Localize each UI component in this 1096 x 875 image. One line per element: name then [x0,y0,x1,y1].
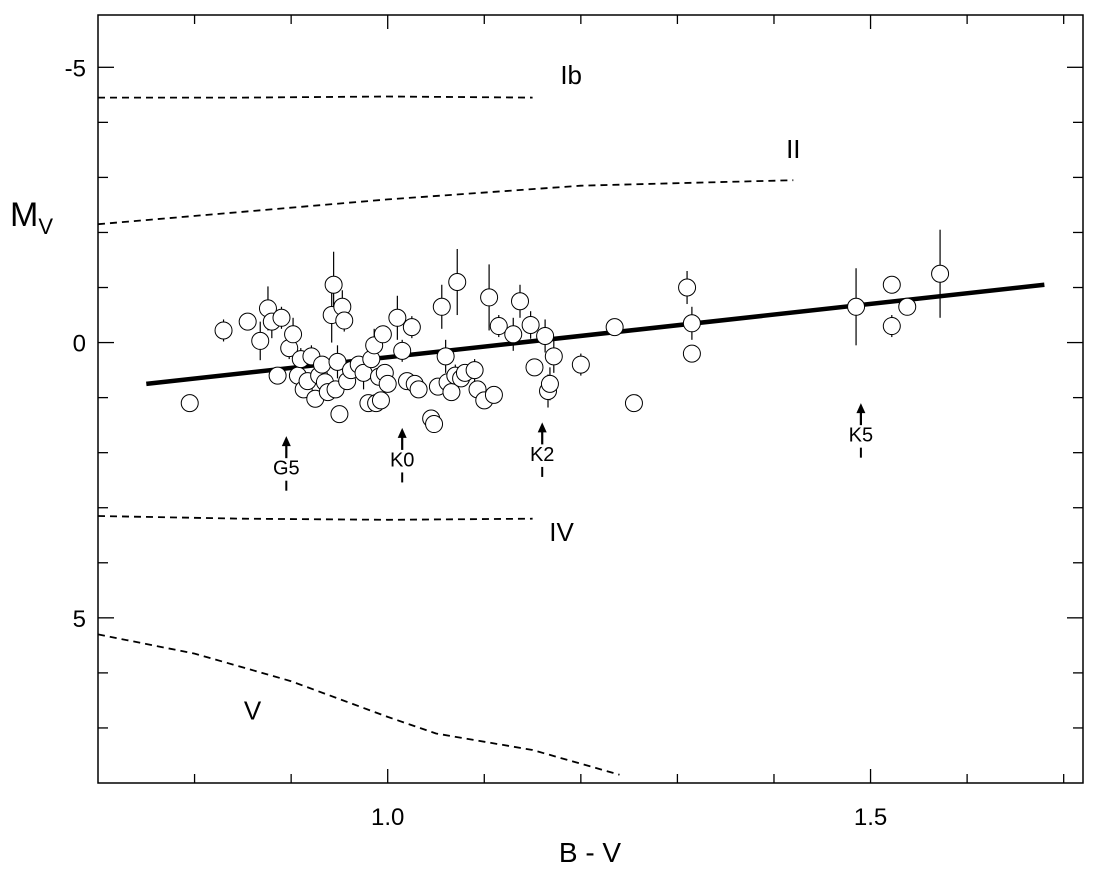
star-point [335,311,354,330]
star-point [521,315,540,334]
class-line-iv [97,515,533,521]
star-point [540,374,559,393]
star-point [931,264,950,283]
spectral-label-k0: K0 [390,449,414,471]
star-point [465,361,484,380]
star-point [571,355,590,374]
axis-labels: B - V MV [10,196,621,868]
star-point [214,321,233,340]
axis-ticks: 1.0 1.5 -5 0 5 [65,15,1083,831]
x-tick-label: 1.5 [854,804,887,831]
star-point [272,308,291,327]
star-point [393,341,412,360]
star-point [402,318,421,337]
star-point [489,317,508,336]
class-line-ib [98,95,533,99]
y-axis-label-sub: V [38,214,53,239]
star-point [525,358,544,377]
star-point [328,352,347,371]
star-point [682,344,701,363]
spectral-arrow-head [281,436,291,447]
star-point [378,374,397,393]
star-point [409,380,428,399]
y-tick-label: 0 [73,331,86,358]
y-axis-label-main: M [10,196,38,234]
class-label-ib: Ib [560,60,582,90]
star-point [624,394,643,413]
star-point [268,366,287,385]
plot-frame [97,14,1084,784]
star-point [284,325,303,344]
spectral-arrow-head [397,427,407,438]
star-point [536,326,555,345]
class-label-iv: IV [549,517,574,547]
star-point [898,297,917,316]
class-line-v [97,633,620,776]
star-points [180,264,950,434]
plot-border [97,14,1084,784]
y-tick-label: -5 [65,55,86,82]
star-point [480,288,499,307]
y-tick-label: 5 [73,606,86,633]
star-point [882,317,901,336]
star-point [682,314,701,333]
spectral-label-k5: K5 [849,425,873,447]
star-point [436,347,455,366]
spectral-label-k2: K2 [530,444,554,466]
star-point [324,275,343,294]
star-point [511,292,530,311]
star-point [251,331,270,350]
class-label-v: V [244,696,262,726]
star-point [484,385,503,404]
star-point [432,297,451,316]
star-point [678,278,697,297]
star-point [425,415,444,434]
star-point [847,297,866,316]
spectral-arrow-head [537,422,547,433]
x-axis-label: B - V [559,837,622,868]
star-point [371,391,390,410]
star-point [504,325,523,344]
class-label-ii: II [786,134,800,164]
star-point [373,325,392,344]
spectral-label-g5: G5 [273,458,300,480]
class-line-ii [97,179,794,226]
star-point [882,275,901,294]
star-point [238,312,257,331]
star-point [605,318,624,337]
star-point [313,355,332,374]
spectral-type-markers: G5 K0 K2 K5 [273,403,873,491]
star-point [388,308,407,327]
star-point [448,273,467,292]
star-point [180,394,199,413]
luminosity-class-lines: Ib II IV V [97,60,801,776]
star-point [544,347,563,366]
star-point [330,405,349,424]
x-tick-label: 1.0 [371,804,404,831]
y-axis-label: MV [10,196,53,239]
spectral-arrow-head [856,403,866,414]
